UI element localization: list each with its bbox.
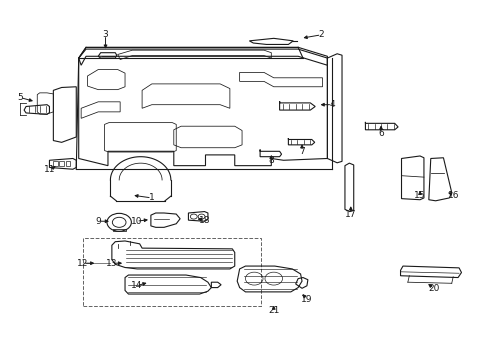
Text: 12: 12	[77, 259, 88, 268]
Text: 11: 11	[43, 166, 55, 175]
Text: 1: 1	[149, 193, 154, 202]
Text: 14: 14	[130, 281, 142, 290]
Text: 4: 4	[329, 100, 334, 109]
Bar	[82, 238, 260, 306]
Text: 17: 17	[345, 210, 356, 219]
Text: 3: 3	[102, 30, 108, 39]
Text: 2: 2	[318, 30, 324, 39]
Text: 6: 6	[377, 129, 383, 138]
Text: 8: 8	[268, 156, 274, 165]
Text: 18: 18	[198, 216, 210, 225]
Text: 10: 10	[130, 217, 142, 226]
Text: 9: 9	[95, 217, 101, 226]
Text: 13: 13	[106, 259, 118, 268]
Text: 15: 15	[413, 190, 425, 199]
Text: 16: 16	[447, 190, 459, 199]
Text: 21: 21	[267, 306, 279, 315]
Text: 20: 20	[427, 284, 439, 293]
Text: 19: 19	[301, 294, 312, 303]
Text: 5: 5	[17, 93, 23, 102]
Text: 7: 7	[299, 147, 305, 156]
